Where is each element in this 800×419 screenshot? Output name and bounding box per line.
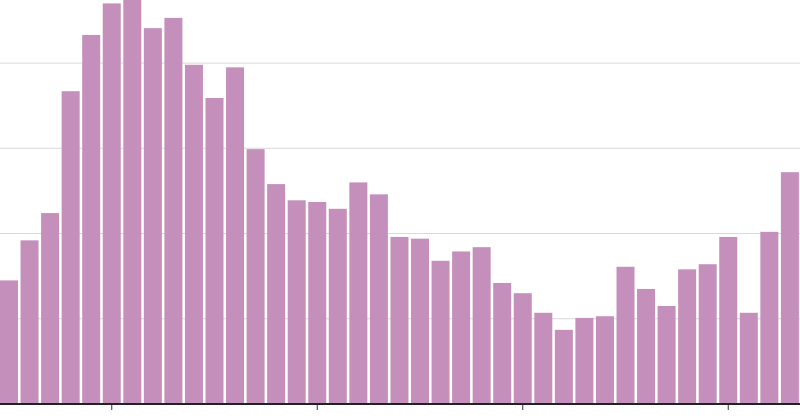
bar bbox=[246, 149, 265, 404]
bar bbox=[678, 269, 697, 404]
bar bbox=[41, 213, 60, 404]
bar bbox=[390, 236, 409, 404]
bar bbox=[82, 34, 101, 404]
bar bbox=[739, 312, 758, 404]
bar bbox=[595, 316, 614, 404]
bar bbox=[780, 172, 799, 404]
x-tick-label: 2020 bbox=[709, 415, 747, 419]
x-tick-label: 2000 bbox=[298, 415, 336, 419]
bar bbox=[513, 293, 532, 404]
bar bbox=[267, 184, 286, 404]
bar bbox=[411, 238, 429, 404]
bar bbox=[472, 247, 491, 404]
bar bbox=[349, 182, 368, 404]
bar bbox=[61, 91, 80, 405]
bar bbox=[123, 0, 142, 404]
bar bbox=[493, 282, 512, 404]
bar bbox=[637, 288, 656, 404]
x-tick-label: 1990 bbox=[93, 415, 131, 419]
bar bbox=[328, 208, 347, 404]
bar bbox=[102, 3, 121, 405]
bar bbox=[164, 17, 183, 404]
bar bbox=[184, 64, 203, 405]
bar bbox=[143, 28, 162, 404]
bar bbox=[287, 200, 306, 404]
bar bbox=[719, 236, 738, 404]
x-tick-label: 2010 bbox=[504, 415, 542, 419]
bar bbox=[308, 202, 327, 404]
bar bbox=[554, 329, 573, 404]
bar bbox=[575, 317, 594, 404]
bar bbox=[431, 260, 450, 404]
bar bbox=[369, 194, 388, 404]
bar bbox=[657, 305, 676, 404]
bar bbox=[226, 67, 245, 404]
bar bbox=[698, 264, 717, 404]
bar bbox=[20, 240, 39, 404]
bar bbox=[534, 312, 553, 404]
bar bbox=[616, 266, 635, 404]
bar bbox=[205, 98, 224, 404]
bar bbox=[0, 280, 18, 404]
bar bbox=[760, 231, 779, 404]
bar bbox=[452, 251, 471, 404]
